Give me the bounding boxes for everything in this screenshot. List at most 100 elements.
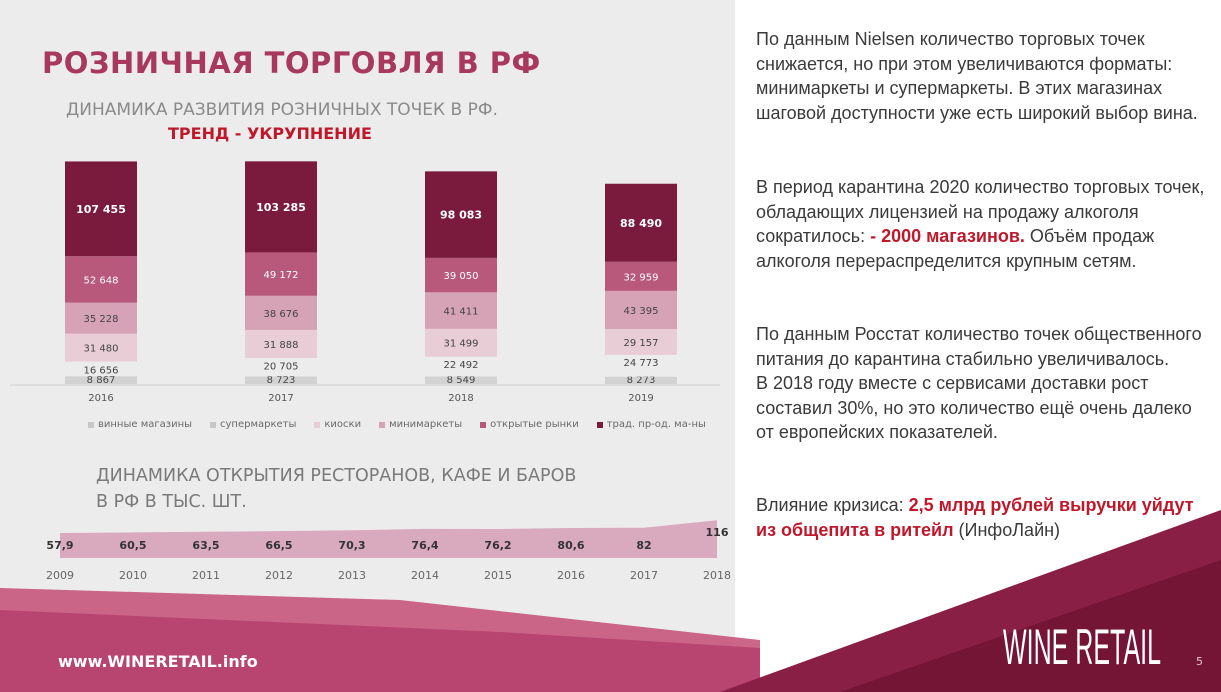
bar-label-4-2017: 38 676	[264, 309, 299, 320]
bar-label-3-2017: 31 888	[264, 340, 299, 351]
area-value-2014: 76,4	[411, 539, 438, 552]
area-value-2016: 80,6	[557, 539, 584, 552]
bar-segment-3-2019	[605, 329, 677, 355]
bar-label-6-2016: 107 455	[76, 203, 126, 216]
bar-label-2-2018: 22 492	[444, 360, 479, 371]
area-x-tick-2014: 2014	[411, 569, 439, 582]
x-tick-2016: 2016	[88, 393, 113, 404]
legend-swatch-5	[480, 421, 487, 428]
legend-label-5: открытые рынки	[490, 419, 579, 430]
crisis-highlight: 2,5 млрд рублей выручки уйдут из общепит…	[756, 495, 1194, 540]
bar-segment-1-2016	[65, 376, 137, 384]
legend-item-5: открытые рынки	[480, 419, 579, 430]
rosstat-text: По данным Росстат количество точек общес…	[756, 324, 1202, 369]
bar-segment-4-2019	[605, 290, 677, 330]
bar-label-1-2019: 8 273	[627, 375, 656, 386]
bar-label-2-2017: 20 705	[264, 362, 299, 373]
bar-label-6-2018: 98 083	[440, 209, 482, 222]
website-link[interactable]: www.WINERETAIL.info	[58, 652, 258, 671]
bar-segment-5-2016	[65, 256, 137, 303]
area-x-tick-2011: 2011	[192, 569, 220, 582]
legend-swatch-2	[210, 421, 216, 428]
bar-label-2-2019: 24 773	[624, 358, 659, 369]
area-value-2013: 70,3	[338, 539, 365, 552]
crisis-source: (ИнфоЛайн)	[953, 519, 1061, 540]
bar-segment-1-2017	[245, 376, 317, 384]
bar-label-1-2017: 8 723	[267, 375, 296, 386]
area-value-2011: 63,5	[192, 539, 219, 552]
bar-segment-5-2017	[245, 252, 317, 296]
bar-label-5-2017: 49 172	[264, 270, 299, 281]
quarantine-paragraph: В период карантина 2020 количество торго…	[756, 175, 1206, 273]
area-x-tick-2015: 2015	[484, 569, 512, 582]
legend-label-1: винные магазины	[98, 419, 192, 430]
bar-segment-5-2019	[605, 261, 677, 291]
bar-label-6-2019: 88 490	[620, 217, 662, 230]
rosstat-paragraph: По данным Росстат количество точек общес…	[756, 322, 1206, 445]
legend-label-4: минимаркеты	[389, 419, 463, 430]
legend-swatch-4	[379, 421, 386, 428]
area-x-tick-2018: 2018	[703, 569, 731, 582]
chart2-subtitle-line1: ДИНАМИКА ОТКРЫТИЯ РЕСТОРАНОВ, КАФЕ И БАР…	[96, 466, 577, 486]
bar-segment-2-2018	[425, 356, 497, 377]
area-x-tick-2010: 2010	[119, 569, 147, 582]
quarantine-text: В период карантина 2020 количество торго…	[756, 177, 1205, 246]
bar-label-3-2016: 31 480	[84, 344, 119, 355]
bar-segment-6-2017	[245, 161, 317, 253]
bar-label-2-2016: 16 656	[84, 365, 119, 376]
bar-label-3-2018: 31 499	[444, 339, 479, 350]
bar-segment-2-2017	[245, 358, 317, 377]
bar-segment-4-2017	[245, 295, 317, 330]
nielsen-text: По данным Nielsen количество торговых то…	[756, 29, 1198, 123]
area-chart: 57,9 2009 60,5 2010 63,5 2011 66,5 2012 70,3 2013…	[46, 520, 731, 582]
crisis-paragraph: Влияние кризиса: 2,5 млрд рублей выручки…	[756, 493, 1206, 542]
bar-segment-3-2016	[65, 333, 137, 362]
area-value-2010: 60,5	[119, 539, 146, 552]
bar-segment-6-2016	[65, 161, 137, 257]
area-x-tick-2012: 2012	[265, 569, 293, 582]
area-value-2018: 116	[706, 526, 729, 539]
area-x-tick-2009: 2009	[46, 569, 74, 582]
area-value-2015: 76,2	[484, 539, 511, 552]
legend-item-3: киоски	[314, 419, 361, 430]
chart1-legend: винные магазины супермаркеты киоски минимар…	[88, 419, 706, 430]
legend-swatch-3	[314, 421, 321, 428]
rosstat-text-2: В 2018 году вместе с сервисами доставки …	[756, 373, 1192, 442]
bar-label-4-2016: 35 228	[84, 314, 119, 325]
legend-swatch-1	[88, 421, 94, 428]
legend-swatch-6	[596, 421, 603, 428]
wine-retail-logo: WINE RETAIL	[1003, 619, 1161, 670]
bar-label-1-2016: 8 867	[87, 375, 116, 386]
area-value-2012: 66,5	[265, 539, 292, 552]
logo-text: WINE RETAIL	[1003, 619, 1161, 670]
legend-item-2: супермаркеты	[210, 419, 296, 430]
bar-segment-3-2017	[245, 329, 317, 359]
quarantine-text-end: Объём продаж алкоголя перераспределится …	[756, 226, 1155, 271]
bar-segment-4-2018	[425, 292, 497, 329]
area-x-tick-2013: 2013	[338, 569, 366, 582]
legend-label-3: киоски	[324, 419, 362, 430]
bar-segment-6-2019	[605, 183, 677, 262]
bar-label-3-2019: 29 157	[624, 338, 659, 349]
bar-label-4-2018: 41 411	[444, 307, 479, 318]
page-number: 5	[1196, 655, 1203, 668]
bar-segment-1-2019	[605, 376, 677, 384]
bar-label-5-2019: 32 959	[624, 272, 659, 283]
chart1-subtitle: ДИНАМИКА РАЗВИТИЯ РОЗНИЧНЫХ ТОЧЕК В РФ.	[66, 100, 498, 120]
nielsen-paragraph: По данным Nielsen количество торговых то…	[756, 27, 1206, 125]
x-tick-2018: 2018	[448, 393, 473, 404]
bar-label-5-2016: 52 648	[84, 275, 119, 286]
chart2-subtitle-line2: В РФ В ТЫС. ШТ.	[96, 492, 247, 512]
bar-label-6-2017: 103 285	[256, 201, 306, 214]
area-fill	[60, 520, 717, 558]
bar-segment-3-2018	[425, 328, 497, 357]
area-value-2017: 82	[636, 539, 651, 552]
crisis-text: Влияние кризиса:	[756, 495, 909, 515]
page-title: РОЗНИЧНАЯ ТОРГОВЛЯ В РФ	[42, 46, 541, 80]
bar-segment-2-2019	[605, 354, 677, 377]
legend-item-4: минимаркеты	[379, 419, 462, 430]
area-x-tick-2017: 2017	[630, 569, 658, 582]
bar-segment-5-2018	[425, 257, 497, 293]
